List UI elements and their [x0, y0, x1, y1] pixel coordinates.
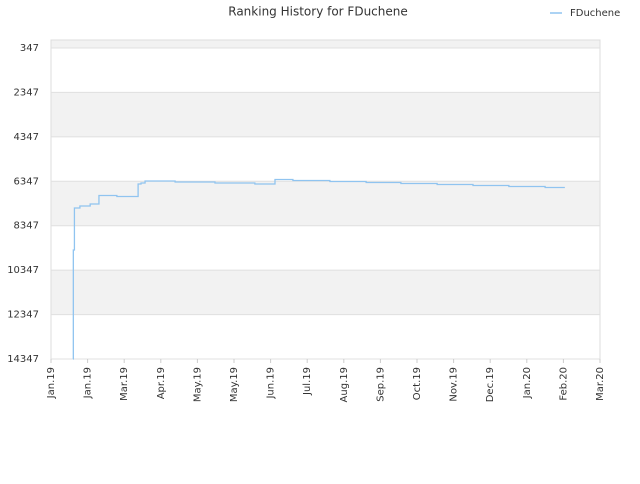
y-tick-label: 8347 — [14, 221, 39, 232]
y-tick-label: 10347 — [7, 265, 39, 276]
y-tick-label: 4347 — [14, 132, 39, 143]
y-tick-label: 12347 — [7, 310, 39, 321]
x-tick-label: Jan.20 — [522, 367, 533, 399]
y-tick-label: 14347 — [7, 354, 39, 365]
grid-band — [51, 40, 600, 48]
x-tick-label: Aug.19 — [339, 367, 350, 402]
x-tick-label: Mar.20 — [595, 367, 606, 401]
grid-band — [51, 181, 600, 226]
x-tick-label: Jan.19 — [83, 367, 94, 399]
x-tick-label: Mar.19 — [119, 367, 130, 401]
x-tick-label: Jul.19 — [302, 367, 313, 396]
x-tick-label: Oct.19 — [412, 367, 423, 400]
x-tick-label: Feb.20 — [558, 367, 569, 401]
x-tick-label: May.19 — [192, 367, 203, 402]
x-tick-label: Dec.19 — [485, 367, 496, 402]
y-tick-label: 347 — [20, 43, 39, 54]
x-tick-label: Jan.19 — [46, 367, 57, 399]
x-tick-label: May.19 — [229, 367, 240, 402]
x-tick-label: Sep.19 — [375, 367, 386, 402]
legend-label: FDuchene — [570, 8, 620, 19]
x-tick-label: Apr.19 — [156, 367, 167, 399]
x-tick-label: Jun.19 — [266, 367, 277, 400]
y-tick-label: 2347 — [14, 87, 39, 98]
line — [72, 178, 565, 360]
chart-title: Ranking History for FDuchene — [228, 5, 408, 19]
y-tick-label: 6347 — [14, 176, 39, 187]
grid-band — [51, 92, 600, 137]
grid-band — [51, 270, 600, 315]
x-tick-label: Nov.19 — [449, 367, 460, 402]
